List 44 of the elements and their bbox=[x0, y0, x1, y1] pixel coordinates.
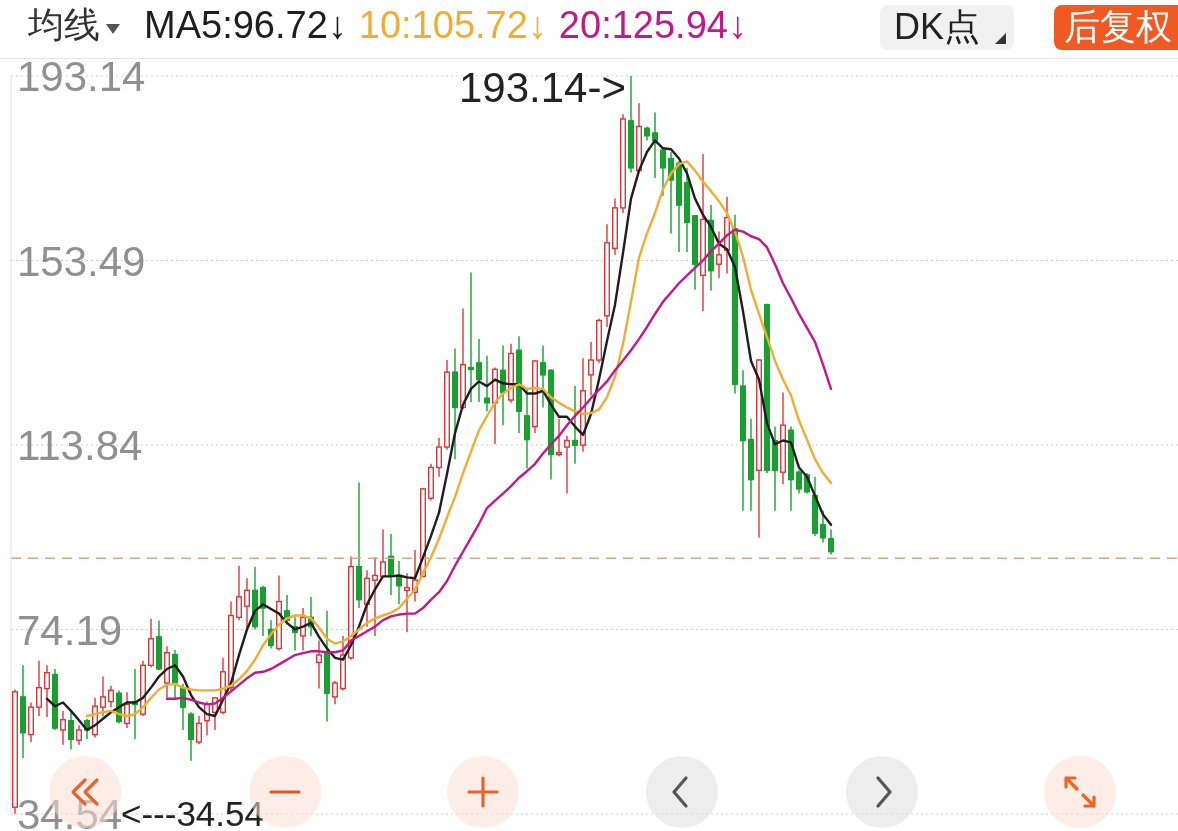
candlestick bbox=[316, 639, 322, 690]
candlestick bbox=[68, 710, 74, 751]
annotation: <---34.54 bbox=[121, 794, 264, 831]
legend-title: 均线 bbox=[28, 2, 100, 47]
candlestick bbox=[436, 437, 442, 478]
y-tick-label: 74.19 bbox=[17, 606, 123, 654]
text: 10:105.72↓ bbox=[358, 3, 547, 47]
y-tick-label: 113.84 bbox=[17, 422, 143, 469]
candlestick bbox=[652, 111, 658, 179]
candlestick bbox=[108, 685, 114, 708]
candlestick bbox=[716, 230, 722, 279]
candlestick bbox=[556, 417, 562, 458]
candlestick bbox=[660, 146, 666, 197]
candlestick bbox=[540, 344, 546, 409]
candlestick bbox=[244, 577, 250, 631]
text: 后复权 bbox=[1054, 5, 1178, 50]
candlestick bbox=[236, 565, 242, 621]
candlestick bbox=[572, 385, 578, 465]
candlestick bbox=[828, 528, 834, 556]
candlestick bbox=[468, 271, 474, 403]
candlestick bbox=[564, 435, 570, 495]
candlestick bbox=[380, 528, 386, 579]
candlestick bbox=[100, 675, 106, 717]
y-tick-label: 153.49 bbox=[17, 237, 146, 285]
candlestick bbox=[820, 510, 826, 544]
candlestick bbox=[476, 338, 482, 403]
text: 20:125.94↓ bbox=[558, 3, 747, 47]
annotation: 193.14-> bbox=[459, 64, 626, 111]
candlestick bbox=[796, 469, 802, 495]
candlestick bbox=[404, 572, 410, 633]
candlestick bbox=[524, 387, 530, 470]
y-tick-label: 34.54 bbox=[17, 791, 123, 831]
candlestick bbox=[484, 355, 490, 412]
candlestick bbox=[36, 659, 42, 717]
candlestick bbox=[60, 710, 66, 746]
y-tick-label: 193.14 bbox=[17, 53, 146, 100]
text: DK点 bbox=[879, 5, 1014, 50]
candlestick bbox=[76, 724, 82, 746]
candlestick bbox=[44, 664, 50, 718]
candlestick bbox=[332, 680, 338, 706]
candlestick bbox=[196, 715, 202, 745]
text: MA5:96.72↓ bbox=[144, 3, 347, 47]
candlestick bbox=[588, 341, 594, 397]
candlestick bbox=[372, 556, 378, 637]
